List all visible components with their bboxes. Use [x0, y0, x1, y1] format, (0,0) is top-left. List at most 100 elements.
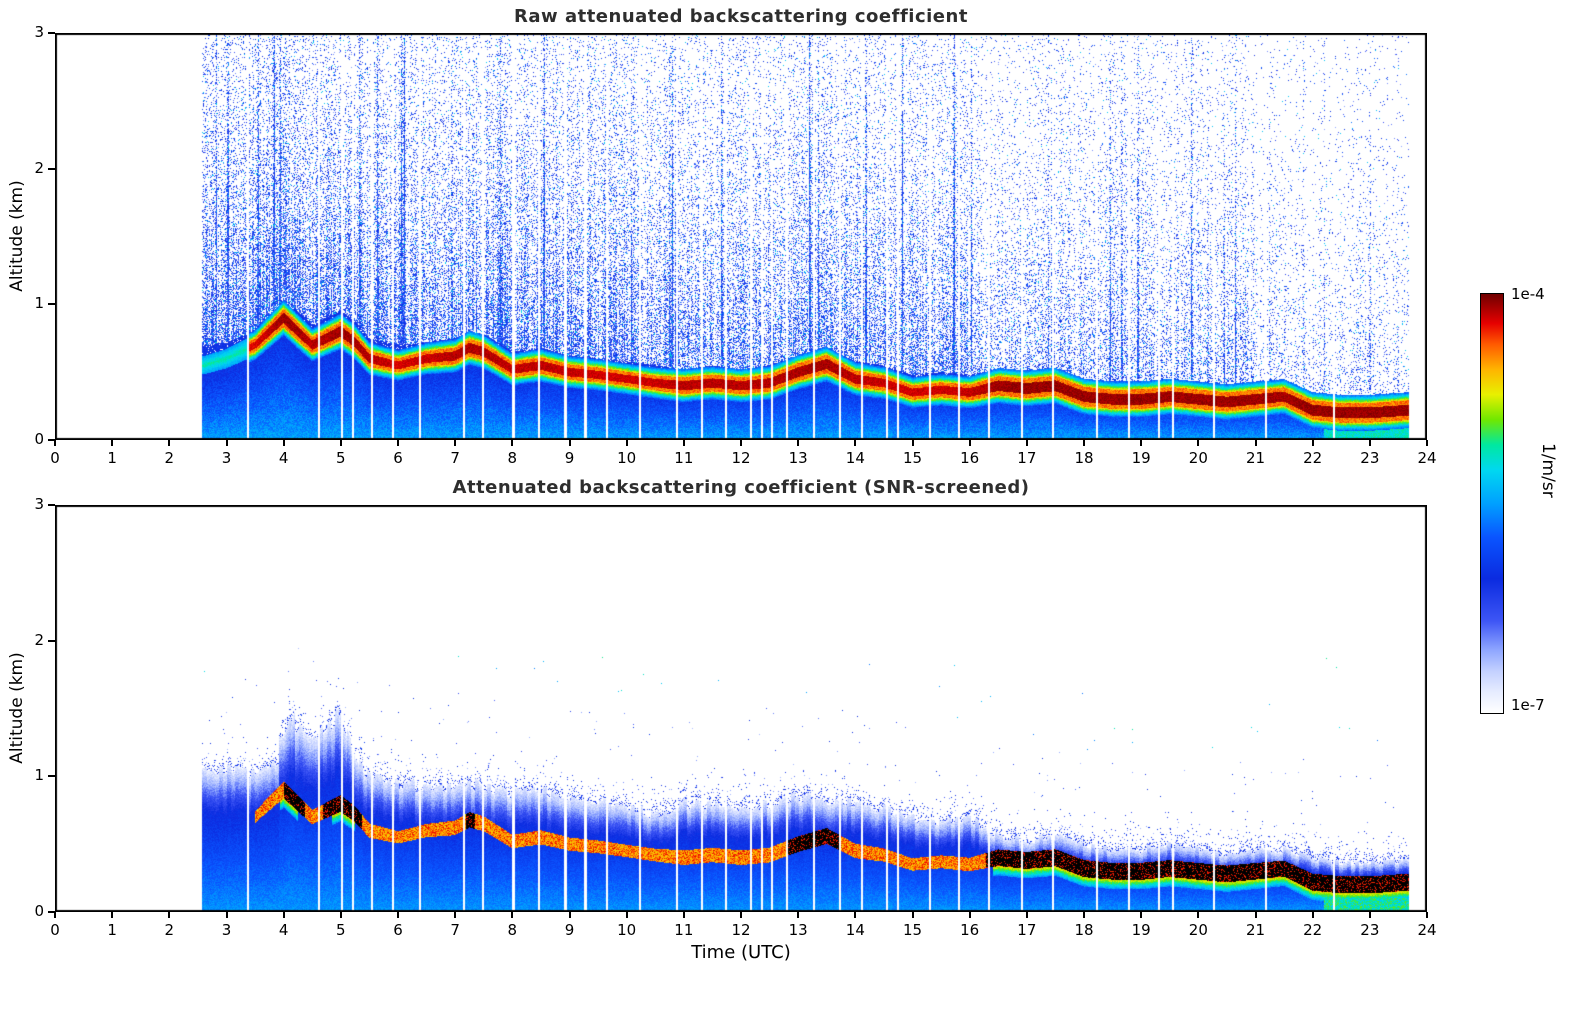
colorbar-max-label: 1e-4 — [1511, 285, 1545, 303]
y-tick-mark — [48, 504, 55, 506]
x-tick-mark — [1426, 440, 1428, 446]
x-tick-label: 11 — [674, 921, 694, 939]
y-tick-label: 0 — [34, 430, 44, 448]
x-tick-mark — [797, 912, 800, 918]
x-tick-mark — [168, 912, 171, 918]
x-tick-label: 9 — [564, 449, 575, 467]
x-tick-label: 17 — [1017, 921, 1037, 939]
x-tick-label: 23 — [1360, 449, 1380, 467]
x-tick-mark — [282, 912, 285, 918]
x-tick-mark — [911, 440, 914, 446]
x-tick-label: 2 — [164, 921, 175, 939]
colorbar-min-label: 1e-7 — [1511, 696, 1545, 714]
raw-altitude-axis-label: Altitude (km) — [7, 180, 27, 292]
x-tick-label: 14 — [845, 449, 865, 467]
x-tick-label: 17 — [1017, 449, 1037, 467]
x-tick-label: 6 — [393, 921, 403, 939]
x-tick-mark — [1368, 440, 1371, 446]
panel-screened-title: Attenuated backscattering coefficient (S… — [452, 477, 1030, 498]
x-tick-label: 6 — [393, 449, 403, 467]
x-tick-label: 21 — [1245, 921, 1266, 939]
x-tick-mark — [740, 912, 742, 918]
x-tick-mark — [339, 440, 342, 446]
y-tick-label: 0 — [34, 902, 44, 920]
colorbar-gradient — [1480, 293, 1504, 714]
y-tick-mark — [48, 639, 55, 642]
x-tick-mark — [568, 440, 571, 446]
x-tick-mark — [625, 912, 628, 918]
y-tick-label: 3 — [34, 23, 44, 41]
x-tick-mark — [111, 440, 114, 446]
x-tick-mark — [397, 440, 399, 446]
x-tick-label: 12 — [731, 921, 751, 939]
x-tick-mark — [454, 440, 457, 446]
x-tick-mark — [854, 440, 857, 446]
x-tick-mark — [225, 912, 228, 918]
x-tick-mark — [968, 912, 971, 918]
x-tick-label: 7 — [450, 921, 460, 939]
time-axis-label: Time (UTC) — [691, 942, 791, 963]
x-tick-label: 15 — [902, 921, 923, 939]
x-tick-label: 13 — [788, 921, 808, 939]
x-tick-label: 19 — [1131, 921, 1151, 939]
x-tick-label: 20 — [1188, 921, 1208, 939]
x-tick-mark — [1368, 912, 1371, 918]
x-tick-mark — [1311, 440, 1314, 446]
x-tick-mark — [854, 912, 857, 918]
y-tick-label: 2 — [34, 158, 44, 177]
x-tick-mark — [1197, 912, 1200, 918]
x-tick-label: 23 — [1360, 921, 1380, 939]
screened-heatmap-canvas — [55, 505, 1427, 912]
y-tick-label: 1 — [34, 294, 44, 313]
x-tick-label: 22 — [1303, 449, 1323, 467]
x-tick-label: 15 — [902, 449, 923, 467]
x-tick-label: 8 — [507, 921, 518, 939]
x-tick-mark — [397, 912, 399, 918]
raw-heatmap-canvas — [55, 33, 1427, 440]
x-tick-label: 20 — [1188, 449, 1208, 467]
x-tick-mark — [1426, 912, 1428, 918]
x-tick-mark — [225, 440, 228, 446]
x-tick-label: 0 — [50, 921, 60, 939]
x-tick-mark — [339, 912, 342, 918]
x-tick-mark — [740, 440, 742, 446]
x-tick-label: 21 — [1245, 449, 1266, 467]
x-tick-mark — [1254, 912, 1257, 918]
x-tick-mark — [968, 440, 971, 446]
y-tick-label: 2 — [34, 630, 44, 649]
x-tick-label: 18 — [1074, 921, 1094, 939]
x-tick-mark — [911, 912, 914, 918]
x-tick-label: 13 — [788, 449, 808, 467]
x-tick-mark — [168, 440, 171, 446]
x-tick-label: 3 — [221, 449, 232, 467]
x-tick-label: 4 — [278, 921, 289, 939]
colorbar: 1e-4 1e-7 1/m/sr — [1480, 285, 1595, 733]
x-tick-label: 12 — [731, 449, 751, 467]
x-tick-mark — [282, 440, 285, 446]
x-tick-mark — [54, 912, 56, 918]
x-tick-label: 8 — [507, 449, 518, 467]
x-tick-label: 11 — [674, 449, 694, 467]
x-tick-mark — [625, 440, 628, 446]
x-tick-label: 5 — [336, 449, 346, 467]
x-tick-mark — [54, 440, 56, 446]
y-tick-mark — [48, 775, 55, 778]
x-tick-label: 16 — [960, 921, 980, 939]
x-tick-mark — [1140, 912, 1143, 918]
x-tick-mark — [454, 912, 457, 918]
x-tick-label: 18 — [1074, 449, 1094, 467]
x-tick-mark — [1025, 440, 1028, 446]
x-tick-label: 7 — [450, 449, 460, 467]
x-tick-label: 24 — [1417, 921, 1437, 939]
x-tick-mark — [1197, 440, 1200, 446]
x-tick-label: 16 — [960, 449, 980, 467]
x-tick-label: 10 — [617, 921, 637, 939]
y-tick-mark — [48, 32, 55, 34]
y-tick-label: 3 — [34, 495, 44, 513]
colorbar-unit-label: 1/m/sr — [1538, 443, 1558, 498]
x-tick-mark — [1254, 440, 1257, 446]
x-tick-label: 4 — [278, 449, 289, 467]
x-tick-label: 0 — [50, 449, 60, 467]
x-tick-mark — [1025, 912, 1028, 918]
